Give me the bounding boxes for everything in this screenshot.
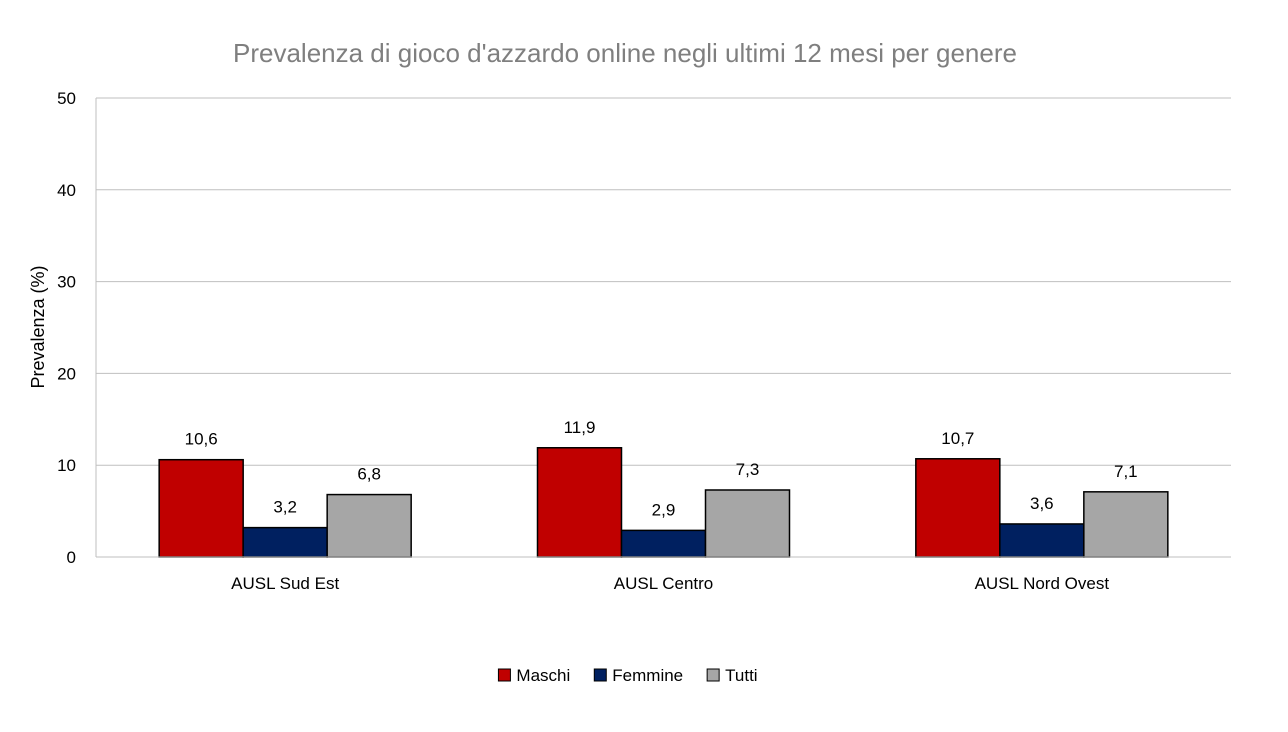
bar-femmine-2 <box>620 529 707 558</box>
bar-maschi-3 <box>915 458 1001 558</box>
y-tick-label: 30 <box>57 273 76 292</box>
x-axis-categories: AUSL Sud Est AUSL Centro AUSL Nord Ovest <box>231 574 1109 593</box>
bar-maschi-2 <box>536 447 623 558</box>
legend-swatch-femmine <box>593 668 607 682</box>
chart-title: Prevalenza di gioco d'azzardo online neg… <box>233 38 1017 68</box>
x-category-label: AUSL Sud Est <box>231 574 339 593</box>
data-label: 10,6 <box>185 430 218 449</box>
legend-label-maschi: Maschi <box>516 666 570 685</box>
axes <box>95 98 1231 558</box>
legend-label-femmine: Femmine <box>612 666 683 685</box>
data-label: 11,9 <box>564 418 596 437</box>
bar-tutti-2 <box>704 489 791 558</box>
legend: Maschi Femmine Tutti <box>497 666 758 685</box>
bar-femmine-3 <box>999 523 1085 558</box>
data-label: 3,6 <box>1030 494 1054 513</box>
data-label: 3,2 <box>273 498 297 517</box>
y-tick-label: 20 <box>57 364 76 383</box>
data-label: 7,1 <box>1114 462 1138 481</box>
legend-swatch-tutti <box>706 668 720 682</box>
bars <box>158 447 1169 558</box>
bar-maschi-1 <box>158 458 244 558</box>
y-axis-label: Prevalenza (%) <box>28 265 48 388</box>
data-label: 6,8 <box>357 465 381 484</box>
x-category-label: AUSL Nord Ovest <box>975 574 1110 593</box>
y-tick-label: 0 <box>67 548 76 567</box>
bar-tutti-3 <box>1083 491 1169 558</box>
data-label: 2,9 <box>652 500 676 519</box>
y-tick-label: 40 <box>57 181 76 200</box>
data-label: 7,3 <box>736 460 760 479</box>
data-labels: 10,6 3,2 6,8 11,9 2,9 7,3 10,7 3,6 7,1 <box>185 418 1138 520</box>
bar-tutti-1 <box>326 493 412 558</box>
y-tick-label: 50 <box>57 89 76 108</box>
y-tick-label: 10 <box>57 456 76 475</box>
x-category-label: AUSL Centro <box>614 574 714 593</box>
legend-swatch-maschi <box>497 668 511 682</box>
gridlines <box>96 97 1231 466</box>
y-axis-ticks: 0 10 20 30 40 50 <box>57 89 76 567</box>
bar-femmine-1 <box>242 526 328 558</box>
legend-label-tutti: Tutti <box>725 666 757 685</box>
data-label: 10,7 <box>941 429 974 448</box>
